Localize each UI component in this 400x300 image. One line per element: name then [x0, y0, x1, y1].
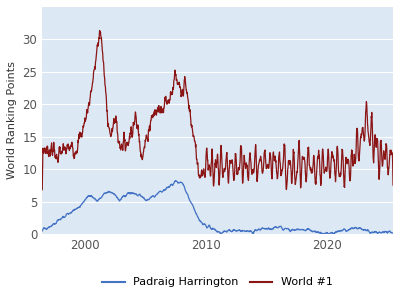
Y-axis label: World Ranking Points: World Ranking Points	[7, 61, 17, 179]
Legend: Padraig Harrington, World #1: Padraig Harrington, World #1	[98, 273, 337, 292]
